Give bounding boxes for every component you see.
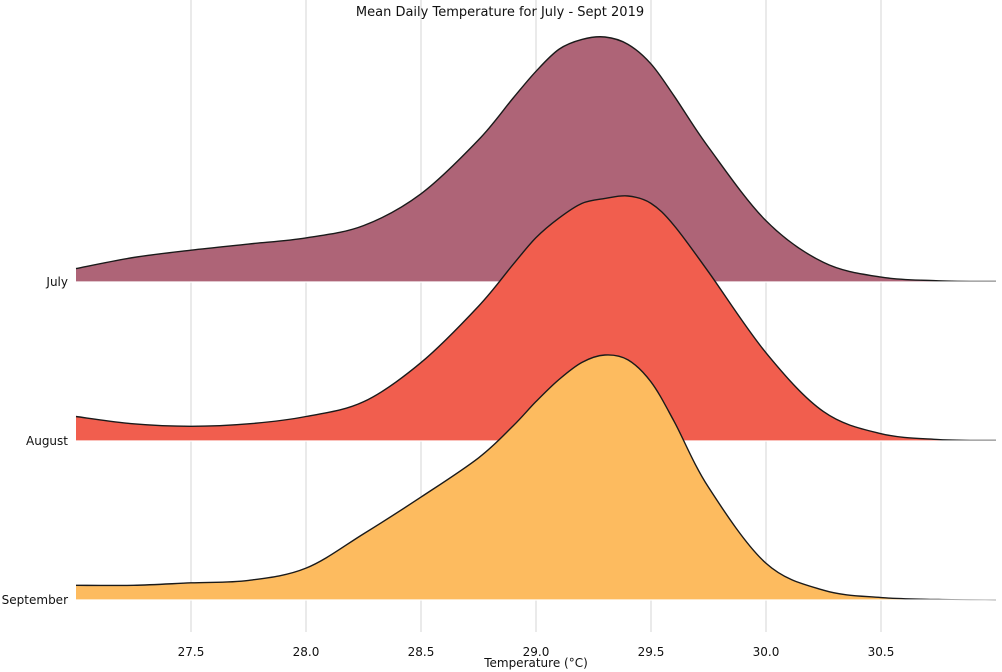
row-labels: July August September (2, 275, 69, 607)
ridge-outline-august (75, 195, 997, 442)
x-tick-label: 30.5 (868, 645, 895, 659)
x-tick-label: 29.5 (638, 645, 665, 659)
ridge-outline-september (75, 354, 997, 601)
ridge-areas (75, 36, 998, 601)
x-tick-label: 28.0 (293, 645, 320, 659)
ridge-area-august (76, 195, 996, 441)
x-tick-labels: 27.5 28.0 28.5 29.0 29.5 30.0 30.5 (178, 645, 895, 659)
x-tick-label: 27.5 (178, 645, 205, 659)
chart-title: Mean Daily Temperature for July - Sept 2… (356, 5, 644, 20)
x-tick-label: 28.5 (408, 645, 435, 659)
x-tick-label: 29.0 (523, 645, 550, 659)
row-label-september: September (2, 593, 68, 607)
row-label-august: August (26, 434, 68, 448)
ridge-september (75, 354, 998, 601)
x-axis-label: Temperature (°C) (483, 656, 588, 670)
row-label-july: July (45, 275, 68, 289)
x-tick-label: 30.0 (753, 645, 780, 659)
ridge-area-july (76, 36, 996, 282)
ridge-area-september (76, 354, 996, 600)
ridge-outline-july (75, 36, 997, 283)
